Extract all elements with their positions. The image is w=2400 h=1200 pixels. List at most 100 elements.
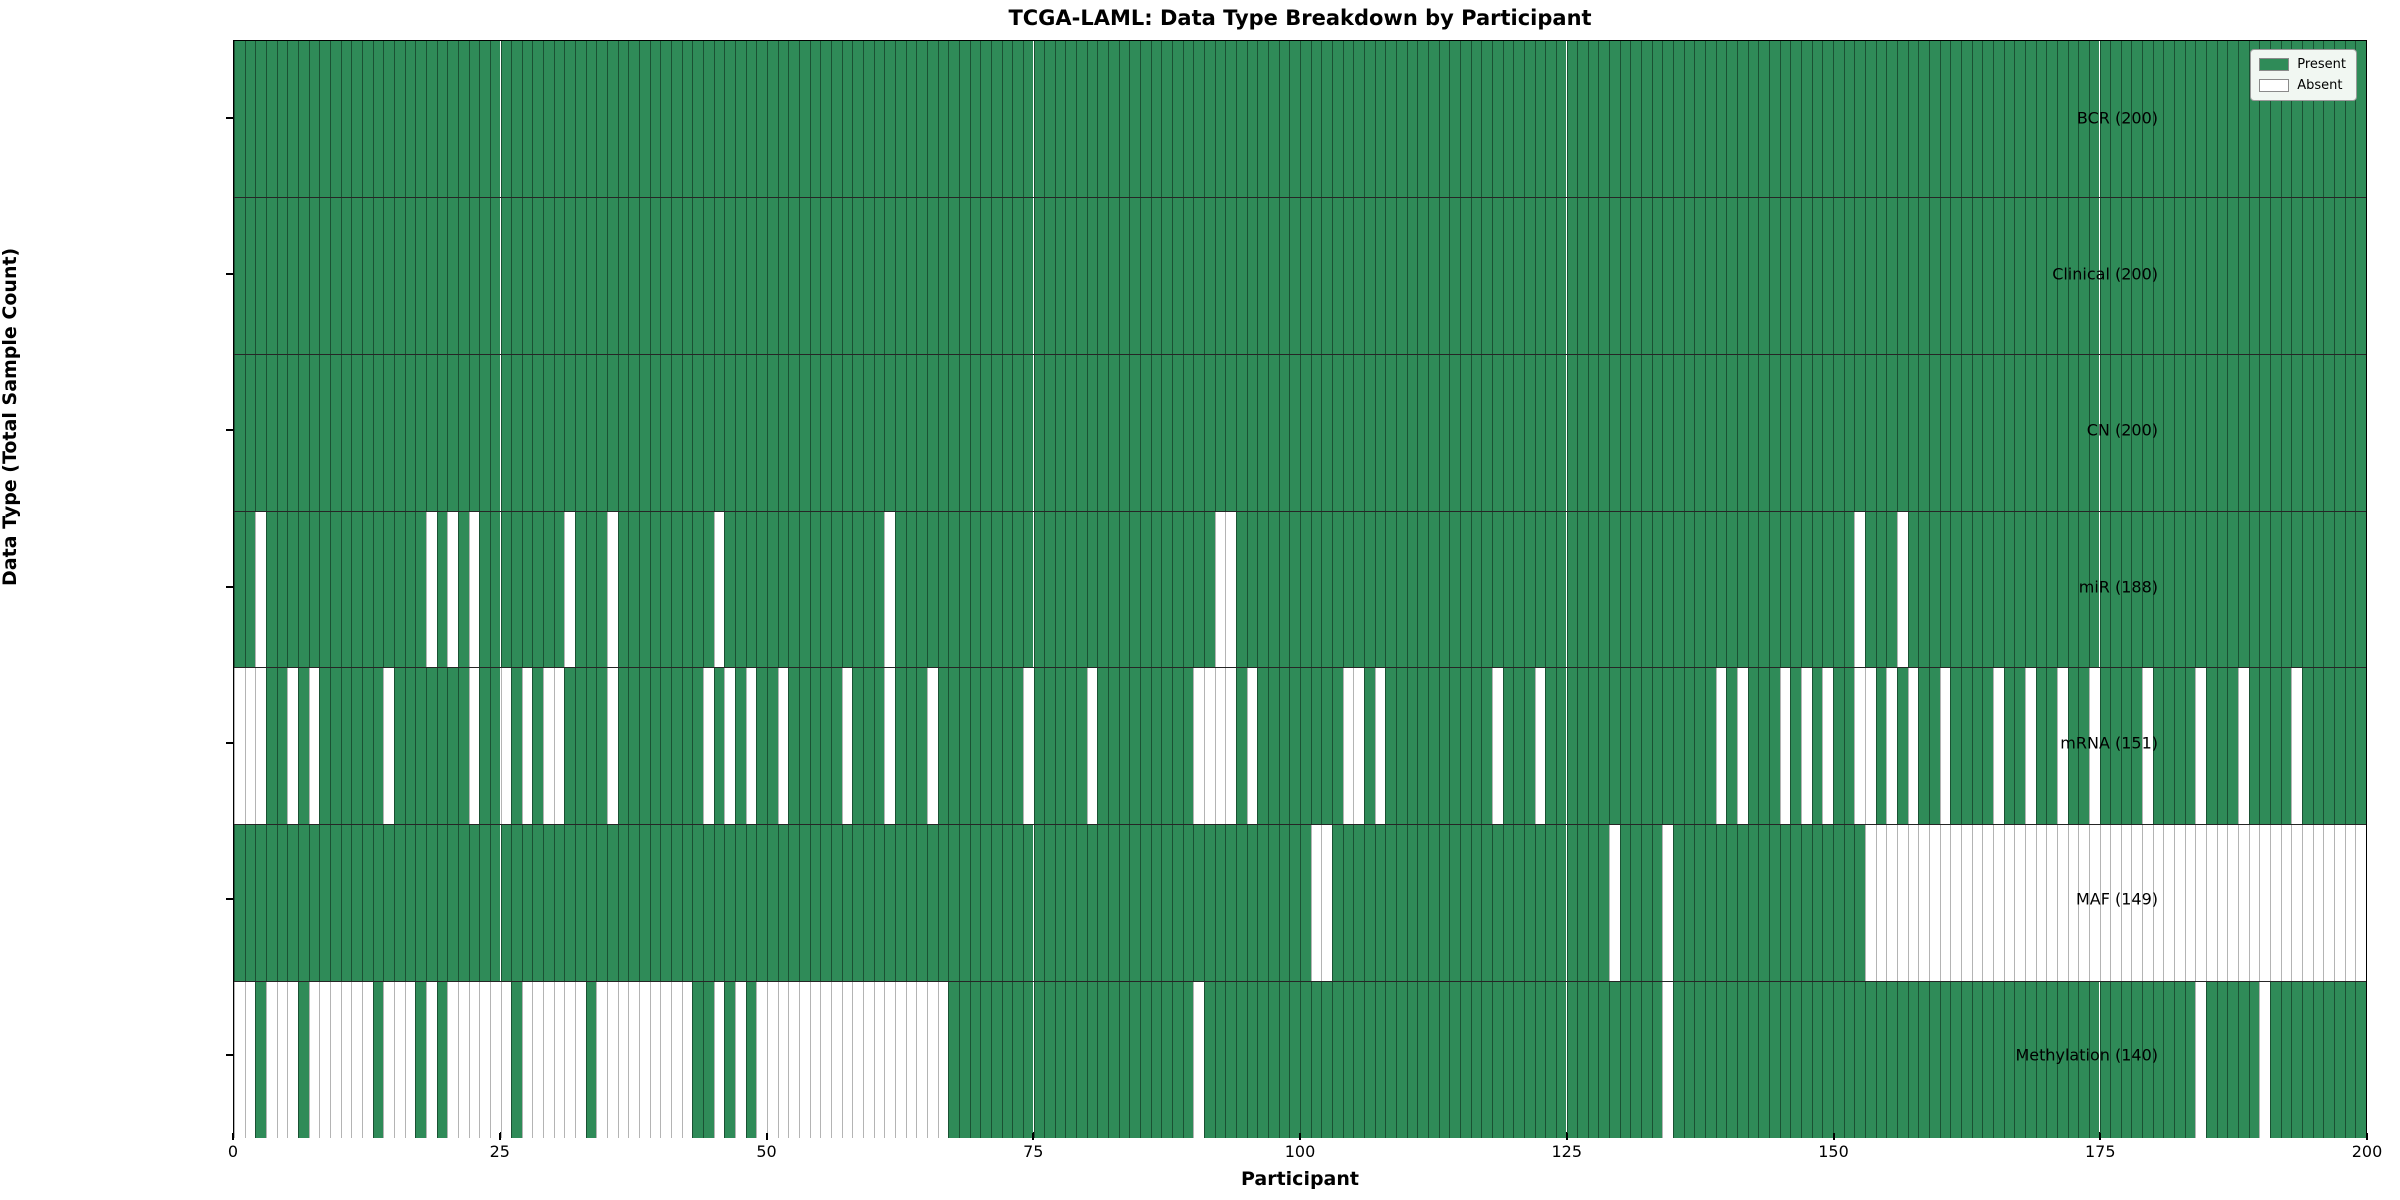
heatmap-cell <box>1566 511 1578 668</box>
heatmap-cell <box>2067 982 2079 1138</box>
heatmap-cell <box>937 197 949 354</box>
heatmap-cell <box>852 982 863 1138</box>
heatmap-cell <box>383 41 394 197</box>
heatmap-cell <box>1193 354 1205 511</box>
heatmap-cell <box>468 511 480 668</box>
heatmap-cell <box>1150 668 1162 825</box>
heatmap-cell <box>1534 825 1546 982</box>
heatmap-cell <box>585 354 597 511</box>
heatmap-cell <box>596 825 608 982</box>
heatmap-cell <box>2120 41 2132 197</box>
heatmap-cell <box>1363 41 1375 197</box>
heatmap-cell <box>2088 354 2100 511</box>
heatmap-cell <box>1310 354 1322 511</box>
heatmap-cell <box>1033 982 1045 1138</box>
heatmap-cell <box>617 982 629 1138</box>
heatmap-cell <box>969 197 981 354</box>
heatmap-cell <box>1992 41 2004 197</box>
heatmap-cell <box>628 982 640 1138</box>
x-tick-mark <box>765 1133 768 1140</box>
heatmap-cell <box>2270 41 2281 197</box>
heatmap-cell <box>607 982 618 1138</box>
heatmap-cell <box>1278 825 1290 982</box>
heatmap-cell <box>1470 511 1482 668</box>
heatmap-cell <box>532 668 544 825</box>
heatmap-cell <box>681 825 693 982</box>
heatmap-cell <box>2302 668 2313 825</box>
heatmap-cell <box>1363 982 1375 1138</box>
heatmap-cell <box>926 668 938 825</box>
heatmap-cell <box>671 982 682 1138</box>
heatmap-cell <box>351 982 362 1138</box>
heatmap-cell <box>489 354 501 511</box>
heatmap-cell <box>1342 197 1354 354</box>
heatmap-cell <box>980 197 991 354</box>
heatmap-cell <box>713 825 725 982</box>
heatmap-cell <box>543 982 554 1138</box>
heatmap-cell <box>1651 668 1663 825</box>
heatmap-cell <box>862 668 874 825</box>
heatmap-cell <box>916 982 927 1138</box>
heatmap-cell <box>2088 41 2100 197</box>
heatmap-cell <box>1268 197 1279 354</box>
heatmap-cell <box>1385 982 1396 1138</box>
heatmap-cell <box>1086 825 1098 982</box>
heatmap-cell <box>1950 668 1961 825</box>
heatmap-cell <box>926 197 938 354</box>
heatmap-cell <box>596 354 608 511</box>
heatmap-cell <box>1182 668 1194 825</box>
heatmap-cell <box>756 825 767 982</box>
heatmap-cell <box>1044 668 1055 825</box>
heatmap-cell <box>1182 511 1194 668</box>
heatmap-cell <box>1683 197 1695 354</box>
heatmap-cell <box>2355 197 2366 354</box>
heatmap-cell <box>1939 354 1951 511</box>
heatmap-cell <box>916 41 927 197</box>
heatmap-cell <box>1950 354 1961 511</box>
heatmap-cell <box>1854 825 1865 982</box>
heatmap-cell <box>1598 668 1610 825</box>
heatmap-cell <box>894 982 906 1138</box>
heatmap-cell <box>1950 197 1961 354</box>
heatmap-cell <box>383 825 394 982</box>
y-tick-label: Methylation (140) <box>2015 1045 2158 1065</box>
heatmap-cell <box>841 982 853 1138</box>
heatmap-cell <box>500 41 512 197</box>
heatmap-cell <box>1705 511 1716 668</box>
heatmap-cell <box>2163 354 2175 511</box>
heatmap-cell <box>1097 982 1109 1138</box>
heatmap-cell <box>1747 197 1759 354</box>
heatmap-cell <box>660 197 672 354</box>
heatmap-cell <box>1747 354 1759 511</box>
heatmap-cell <box>255 41 266 197</box>
heatmap-cell <box>2248 825 2260 982</box>
heatmap-cell <box>788 668 799 825</box>
heatmap-cell <box>1459 197 1471 354</box>
heatmap-cell <box>1214 354 1226 511</box>
heatmap-cell <box>415 197 426 354</box>
heatmap-cell <box>436 41 448 197</box>
heatmap-cell <box>372 982 384 1138</box>
legend-entry-absent: Absent <box>2259 78 2346 93</box>
heatmap-cell <box>457 668 469 825</box>
heatmap-cell <box>1726 511 1738 668</box>
heatmap-cell <box>1108 982 1119 1138</box>
heatmap-cell <box>777 511 789 668</box>
heatmap-cell <box>735 354 746 511</box>
heatmap-cell <box>1310 41 1322 197</box>
heatmap-cell <box>276 668 288 825</box>
heatmap-cell <box>1150 982 1162 1138</box>
x-tick-label: 200 <box>2351 1142 2383 1161</box>
heatmap-cell <box>276 197 288 354</box>
heatmap-cell <box>521 197 533 354</box>
heatmap-cell <box>1044 354 1055 511</box>
heatmap-cell <box>2174 197 2185 354</box>
heatmap-cell <box>1619 354 1631 511</box>
x-tick-mark <box>232 1133 234 1140</box>
heatmap-cell <box>255 825 266 982</box>
heatmap-cell <box>297 511 309 668</box>
heatmap-cell <box>468 825 480 982</box>
heatmap-cell <box>777 982 789 1138</box>
heatmap-cell <box>511 197 522 354</box>
heatmap-cell <box>2280 668 2292 825</box>
